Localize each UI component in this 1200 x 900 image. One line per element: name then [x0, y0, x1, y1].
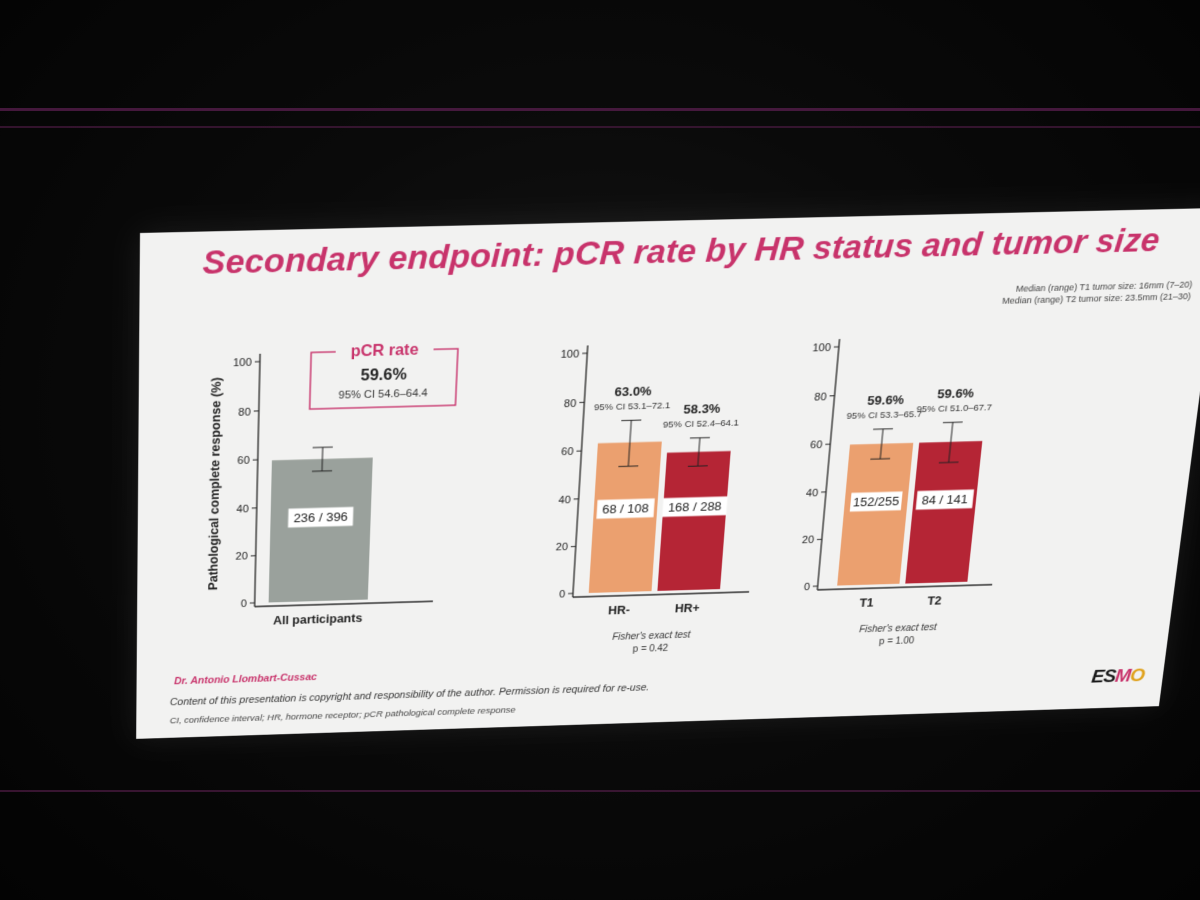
bar-count-label: 68 / 108 — [602, 502, 649, 517]
y-axis-label: Pathological complete response (%) — [206, 377, 224, 590]
error-cap-high — [690, 438, 710, 439]
y-tick-label: 100 — [233, 357, 252, 369]
bar — [269, 458, 373, 603]
p-value-label: p = 1.00 — [879, 636, 915, 647]
value-label: 58.3% — [683, 401, 721, 416]
y-tick-label: 80 — [564, 398, 577, 409]
ci-label: 95% CI 51.0–67.7 — [916, 403, 992, 415]
value-label: 63.0% — [614, 384, 652, 399]
value-label: 59.6% — [937, 386, 975, 401]
value-label: 59.6% — [867, 393, 905, 408]
category-label: HR- — [608, 603, 631, 617]
esmo-logo: ESMO — [1090, 666, 1145, 688]
stat-test-label: Fisher's exact test — [612, 630, 692, 642]
chart-2: 0 20 40 60 80 100 68 / 108 63.0%95% CI 53.1–72.… — [544, 341, 770, 657]
copyright-notice: Content of this presentation is copyrigh… — [170, 682, 650, 708]
y-tick-label: 100 — [560, 349, 579, 361]
callout-value: 59.6% — [360, 365, 407, 384]
p-value-label: p = 0.42 — [632, 644, 668, 655]
category-label: T2 — [927, 594, 942, 608]
category-label: All participants — [273, 611, 363, 627]
y-tick-label: 100 — [812, 343, 831, 355]
error-cap-high — [873, 429, 893, 430]
y-tick-label: 80 — [814, 392, 827, 403]
error-cap-high — [943, 422, 963, 423]
bar — [837, 443, 913, 586]
ci-label: 95% CI 53.1–72.1 — [594, 400, 671, 412]
error-cap-low — [618, 466, 638, 467]
bar-count-label: 236 / 396 — [293, 510, 348, 525]
y-tick-label: 40 — [806, 488, 819, 499]
category-label: HR+ — [675, 601, 701, 615]
bar — [657, 451, 730, 591]
ci-label: 95% CI 52.4–64.1 — [663, 418, 740, 430]
category-label: T1 — [859, 596, 874, 610]
error-cap-low — [312, 471, 332, 472]
error-cap-high — [313, 447, 333, 448]
error-cap-low — [688, 466, 708, 467]
x-axis — [573, 592, 749, 597]
error-cap-low — [870, 459, 890, 460]
x-axis — [817, 585, 992, 590]
y-tick-label: 20 — [555, 542, 568, 553]
callout-ci: 95% CI 54.6–64.4 — [338, 388, 428, 402]
projection-screen: Secondary endpoint: pCR rate by HR statu… — [136, 208, 1200, 739]
error-bar — [322, 447, 323, 471]
bar-count-label: 168 / 288 — [668, 500, 723, 515]
error-cap-high — [621, 420, 641, 421]
chart-3: 020406080100152/25559.6%95% CI 53.3–65.7… — [787, 334, 1020, 649]
error-cap-low — [939, 462, 959, 463]
y-tick-label: 0 — [803, 582, 810, 593]
y-tick-label: 0 — [241, 599, 247, 610]
y-axis — [817, 339, 839, 590]
ci-label: 95% CI 53.3–65.7 — [846, 409, 922, 421]
y-axis — [255, 354, 260, 607]
pcr-callout: pCR rate 59.6% 95% CI 54.6–64.4 — [310, 340, 459, 410]
y-tick-label: 20 — [235, 552, 247, 563]
bar-count-label: 152/255 — [852, 495, 899, 510]
y-tick-label: 40 — [236, 504, 249, 515]
y-tick-label: 20 — [801, 535, 814, 546]
y-tick-label: 60 — [237, 456, 250, 467]
callout-label: pCR rate — [350, 341, 419, 361]
y-tick-label: 60 — [810, 440, 823, 451]
bar-count-label: 84 / 141 — [921, 493, 968, 508]
stat-test-label: Fisher's exact test — [859, 623, 938, 635]
y-tick-label: 80 — [238, 407, 251, 418]
y-tick-label: 40 — [558, 495, 571, 506]
abbreviations-note: CI, confidence interval; HR, hormone rec… — [170, 705, 516, 726]
charts-canvas: pCR rate 59.6% 95% CI 54.6–64.4 0 20 40 60 8… — [137, 208, 1200, 676]
author-name: Dr. Antonio Llombart-Cussac — [174, 672, 317, 687]
y-tick-label: 60 — [561, 447, 574, 458]
y-axis — [573, 345, 588, 597]
y-tick-label: 0 — [559, 589, 566, 600]
